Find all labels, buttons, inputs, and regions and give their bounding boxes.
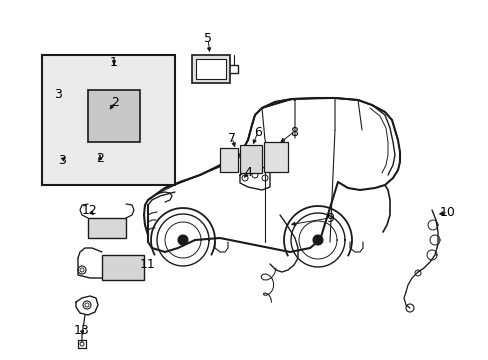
Text: 5: 5 xyxy=(203,32,212,45)
Circle shape xyxy=(123,95,133,105)
Bar xyxy=(220,148,238,172)
Text: 1: 1 xyxy=(110,55,118,68)
Circle shape xyxy=(93,113,103,123)
Text: 2: 2 xyxy=(111,95,119,108)
Bar xyxy=(196,59,225,79)
Bar xyxy=(102,255,143,280)
Circle shape xyxy=(113,127,123,137)
Text: 10: 10 xyxy=(439,206,455,219)
Text: 9: 9 xyxy=(325,211,333,225)
Text: 7: 7 xyxy=(227,131,236,144)
Circle shape xyxy=(105,95,115,105)
Circle shape xyxy=(123,113,133,123)
Circle shape xyxy=(93,95,103,105)
Text: 12: 12 xyxy=(82,203,98,216)
Circle shape xyxy=(178,235,187,245)
Bar xyxy=(264,142,287,172)
Bar xyxy=(88,218,126,238)
Text: 8: 8 xyxy=(289,126,297,139)
Text: 13: 13 xyxy=(74,324,90,337)
Text: 4: 4 xyxy=(244,166,251,180)
Bar xyxy=(88,90,140,142)
Text: 2: 2 xyxy=(96,152,104,165)
Bar xyxy=(192,55,229,83)
Bar xyxy=(42,55,175,185)
Text: 11: 11 xyxy=(140,258,156,271)
Circle shape xyxy=(312,235,323,245)
Bar xyxy=(240,145,262,173)
Text: 3: 3 xyxy=(54,89,62,102)
Text: 6: 6 xyxy=(254,126,262,139)
Text: 3: 3 xyxy=(58,153,66,166)
